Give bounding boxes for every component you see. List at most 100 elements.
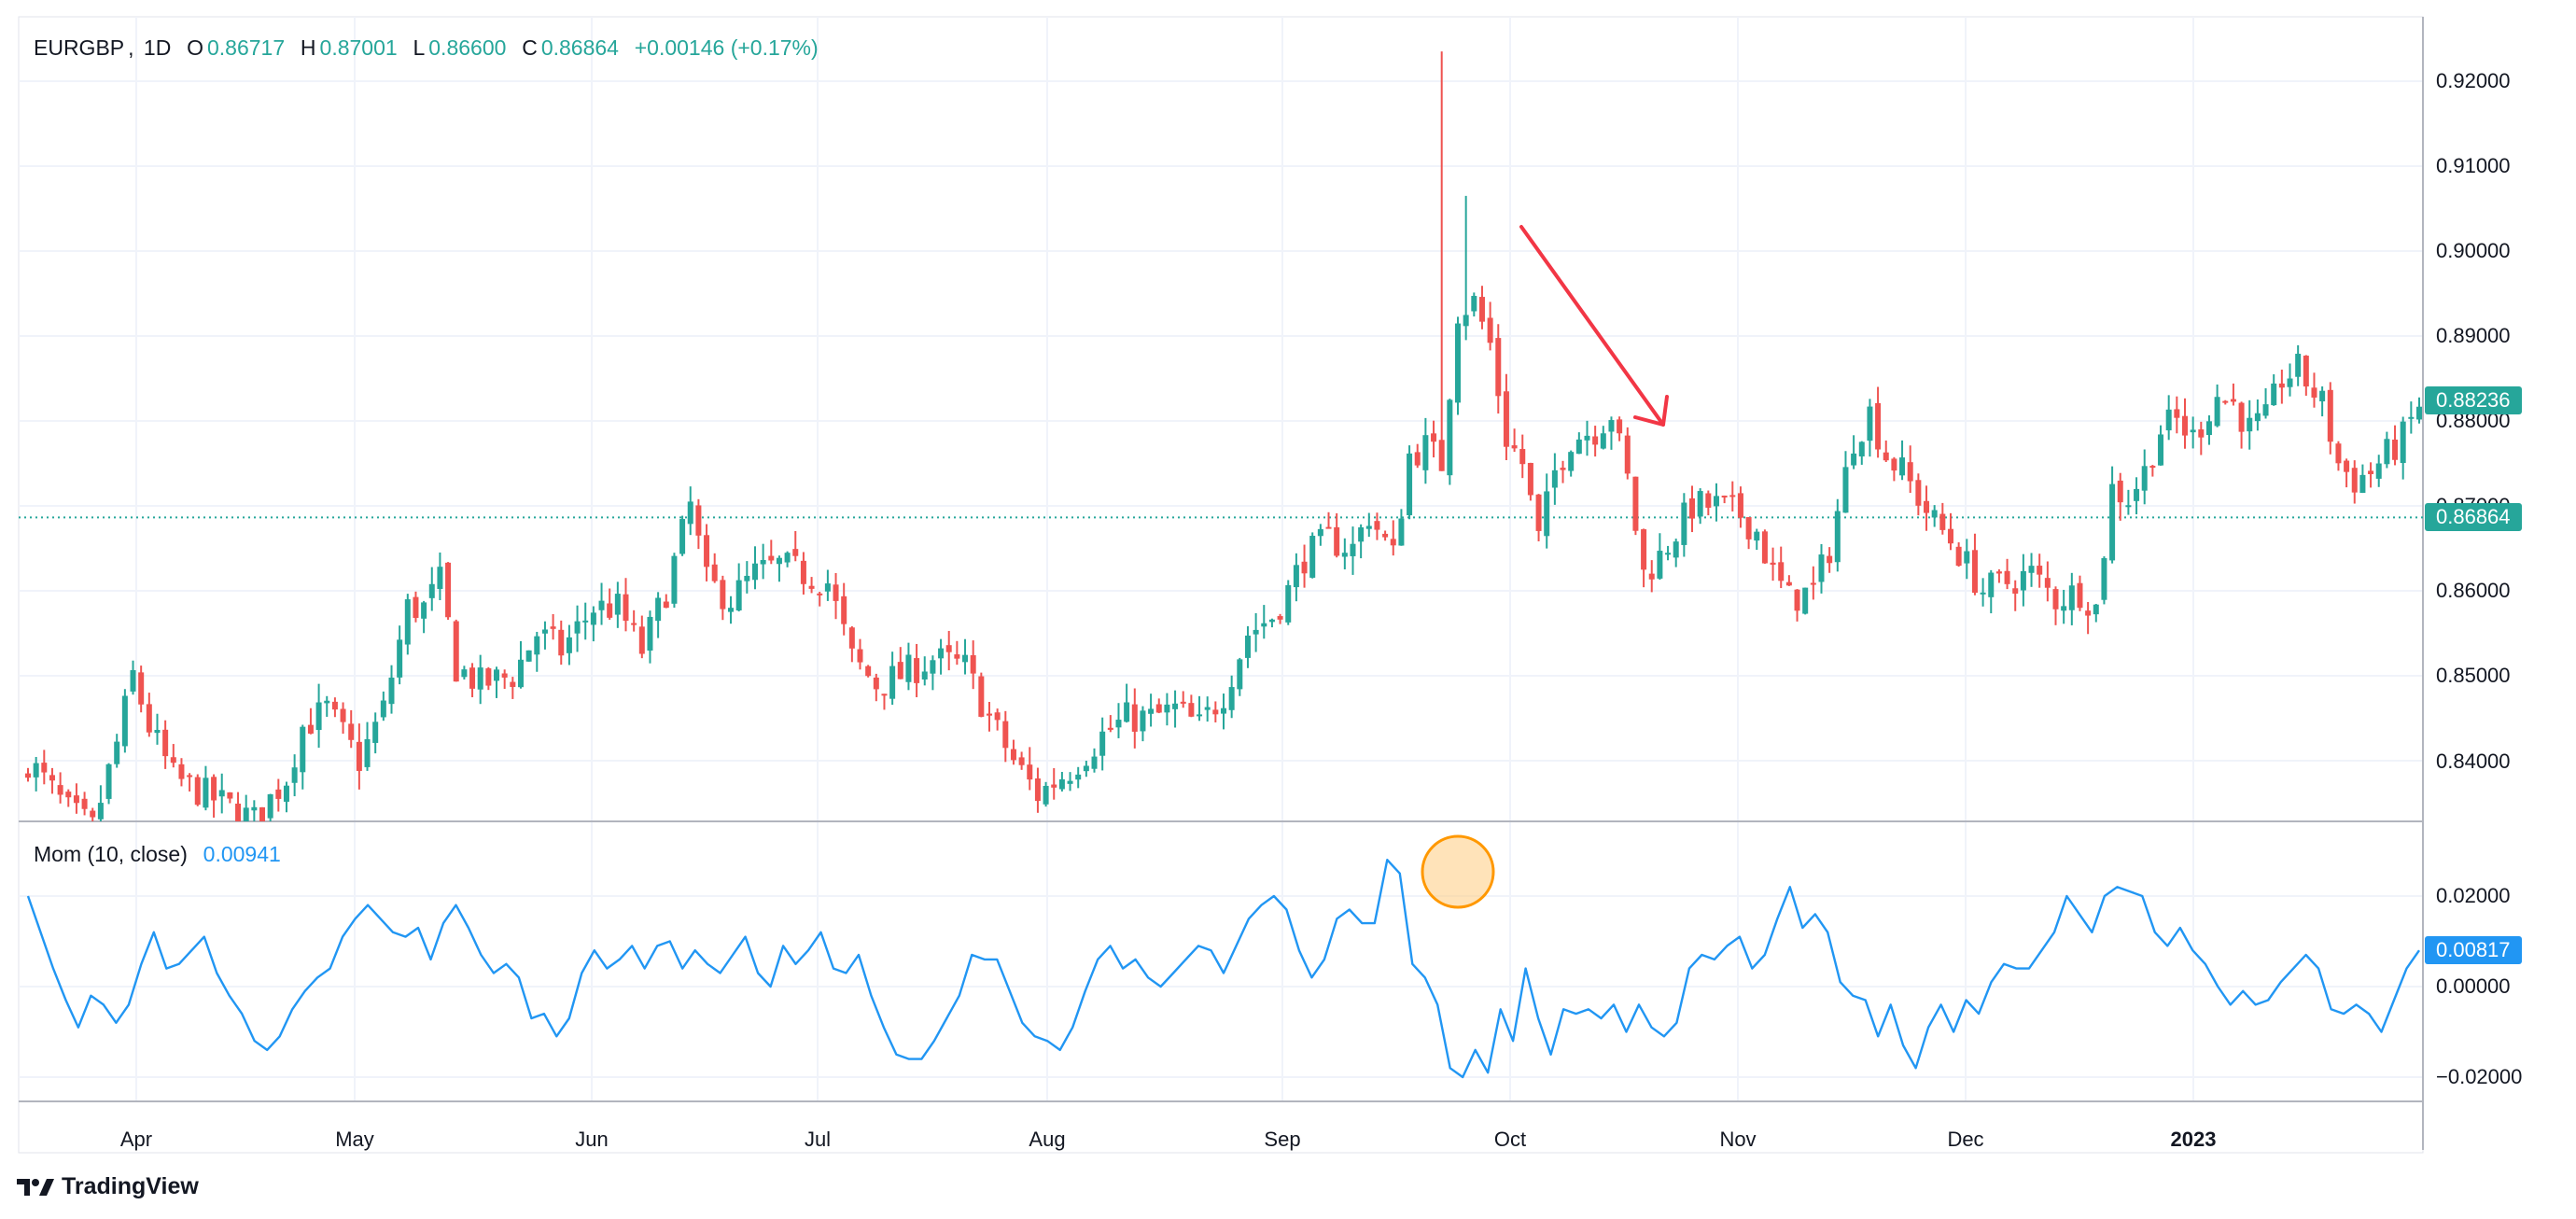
candle-down[interactable] [1827, 555, 1833, 564]
candle-down[interactable] [2222, 400, 2229, 403]
candle-up[interactable] [2262, 404, 2269, 416]
candle-down[interactable] [1875, 402, 1882, 450]
candle-up[interactable] [541, 629, 548, 634]
candle-down[interactable] [695, 505, 702, 536]
candle-up[interactable] [2165, 409, 2172, 431]
candle-down[interactable] [631, 623, 637, 625]
candle-down[interactable] [2117, 480, 2123, 503]
candle-up[interactable] [1140, 710, 1146, 732]
candle-up[interactable] [760, 560, 766, 565]
candle-up[interactable] [566, 637, 572, 653]
candle-down[interactable] [413, 596, 419, 619]
candle-down[interactable] [1487, 317, 1493, 343]
candle-up[interactable] [2254, 413, 2261, 422]
candle-down[interactable] [1778, 562, 1785, 581]
candle-down[interactable] [1737, 493, 1743, 518]
candle-down[interactable] [2311, 387, 2317, 398]
candle-up[interactable] [130, 670, 136, 692]
candle-up[interactable] [300, 726, 306, 773]
candle-down[interactable] [1794, 589, 1800, 611]
candle-down[interactable] [146, 704, 152, 733]
candle-up[interactable] [1309, 536, 1316, 578]
candle-down[interactable] [65, 792, 72, 798]
candle-up[interactable] [1253, 629, 1259, 635]
candle-down[interactable] [986, 713, 992, 716]
mom-legend-name[interactable]: Mom (10, close) [34, 842, 188, 866]
candle-down[interactable] [1729, 495, 1736, 497]
candle-up[interactable] [2125, 505, 2132, 508]
candle-up[interactable] [97, 803, 104, 820]
candle-up[interactable] [525, 650, 532, 662]
candle-up[interactable] [2384, 439, 2390, 465]
candle-down[interactable] [1034, 778, 1041, 802]
candle-up[interactable] [380, 700, 386, 718]
candle-up[interactable] [735, 580, 742, 611]
candle-up[interactable] [1463, 315, 1469, 327]
candle-down[interactable] [41, 763, 48, 773]
candle-up[interactable] [243, 807, 249, 826]
candle-down[interactable] [1382, 533, 1389, 538]
candle-up[interactable] [1237, 659, 1243, 690]
candle-up[interactable] [494, 669, 500, 681]
candle-up[interactable] [372, 722, 379, 743]
candle-up[interactable] [2295, 354, 2302, 377]
candle-up[interactable] [1471, 296, 1477, 312]
candle-up[interactable] [687, 501, 693, 525]
candle-down[interactable] [1374, 521, 1380, 530]
legend-interval[interactable]: 1D [143, 35, 172, 60]
candle-down[interactable] [1414, 452, 1421, 466]
candle-down[interactable] [2085, 610, 2092, 616]
candle-up[interactable] [2359, 474, 2366, 494]
candle-up[interactable] [364, 738, 371, 767]
candle-up[interactable] [1544, 491, 1550, 537]
candle-up[interactable] [203, 778, 209, 808]
candle-down[interactable] [331, 701, 338, 710]
candle-down[interactable] [2303, 356, 2309, 387]
candle-up[interactable] [1099, 731, 1106, 756]
candle-down[interactable] [1051, 784, 1057, 788]
candle-up[interactable] [1754, 531, 1760, 541]
candle-up[interactable] [1075, 774, 1082, 780]
candle-up[interactable] [2158, 434, 2164, 466]
candle-up[interactable] [1083, 765, 1089, 772]
candle-up[interactable] [2319, 390, 2326, 402]
candle-down[interactable] [501, 673, 508, 678]
candle-down[interactable] [808, 585, 815, 589]
candle-up[interactable] [1858, 441, 1865, 457]
candle-down[interactable] [865, 666, 872, 677]
candle-up[interactable] [477, 667, 483, 690]
candle-up[interactable] [397, 639, 403, 678]
candle-down[interactable] [833, 584, 839, 601]
candle-down[interactable] [1334, 526, 1340, 556]
candle-down[interactable] [704, 535, 710, 567]
candle-up[interactable] [1124, 702, 1130, 722]
candle-up[interactable] [2287, 378, 2293, 387]
candle-down[interactable] [550, 626, 556, 629]
candle-up[interactable] [1261, 623, 1267, 627]
candle-up[interactable] [1551, 469, 1558, 488]
candle-up[interactable] [1665, 553, 1672, 555]
candle-down[interactable] [1907, 462, 1913, 482]
candle-up[interactable] [1091, 756, 1098, 769]
candle-down[interactable] [607, 603, 613, 618]
candle-up[interactable] [1317, 528, 1323, 537]
candle-up[interactable] [404, 599, 411, 645]
candle-up[interactable] [2247, 417, 2253, 432]
candle-down[interactable] [841, 595, 847, 624]
candle-down[interactable] [356, 741, 362, 771]
candle-up[interactable] [251, 806, 258, 811]
candle-up[interactable] [154, 730, 161, 734]
candle-up[interactable] [1834, 511, 1841, 563]
candle-up[interactable] [324, 700, 330, 704]
candle-up[interactable] [1358, 526, 1365, 542]
candle-down[interactable] [2012, 588, 2019, 594]
candle-up[interactable] [2214, 397, 2220, 427]
candle-down[interactable] [2037, 566, 2043, 575]
candle-up[interactable] [921, 671, 928, 680]
candle-down[interactable] [2278, 383, 2285, 388]
candle-down[interactable] [1478, 297, 1485, 322]
candle-down[interactable] [1632, 476, 1639, 531]
candle-down[interactable] [73, 795, 79, 804]
candle-up[interactable] [1575, 439, 1582, 455]
